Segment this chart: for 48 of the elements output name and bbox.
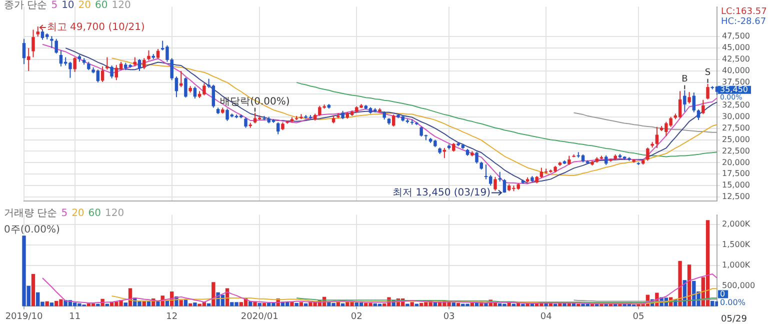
x-tick-label: 12 bbox=[166, 312, 178, 322]
annotation: 최고 49,700 (10/21) bbox=[46, 22, 145, 34]
annotation: B bbox=[682, 74, 688, 85]
y-tick-label: 15,000 bbox=[722, 180, 750, 190]
annotation: S bbox=[704, 68, 711, 78]
text: 60 bbox=[88, 208, 102, 219]
y-tick-label: 40,000 bbox=[722, 66, 750, 76]
x-tick-label: 2020/01 bbox=[240, 312, 278, 322]
text: 20 bbox=[72, 208, 84, 219]
legend-title: 종가 단순 bbox=[4, 0, 48, 11]
x-tick-label: 02 bbox=[350, 312, 362, 322]
text: 120 bbox=[112, 0, 131, 11]
legend-title: 거래량 단순 bbox=[4, 208, 58, 219]
text: 5 bbox=[51, 0, 58, 11]
y-tick-label: 30,000 bbox=[722, 112, 750, 121]
text: 0.00% bbox=[720, 298, 746, 307]
text: 0 bbox=[720, 289, 726, 298]
y-tick-label: 500,000 bbox=[722, 280, 756, 290]
y-tick-label: 27,500 bbox=[722, 123, 750, 132]
y-tick-label: 20,000 bbox=[722, 158, 750, 167]
text: LC:163.57 bbox=[721, 7, 767, 18]
y-tick-label: 22,500 bbox=[722, 146, 750, 156]
annotation: 0주(0.00%) bbox=[4, 224, 60, 236]
y-tick-label: 25,000 bbox=[722, 134, 750, 144]
y-tick-label: 37,500 bbox=[722, 78, 750, 87]
x-tick-label: 04 bbox=[540, 312, 552, 322]
text: 20 bbox=[78, 0, 92, 11]
x-tick-label: 2019/10 bbox=[5, 312, 43, 322]
x-tick-label: 03 bbox=[443, 312, 455, 322]
text: HC:-28.67 bbox=[721, 17, 766, 28]
text: 10 bbox=[62, 0, 74, 11]
y-tick-label: 42,500 bbox=[722, 54, 750, 64]
y-tick-label: 17,500 bbox=[722, 169, 750, 178]
x-tick-label: 05 bbox=[632, 312, 644, 322]
y-tick-label: 1,000K bbox=[722, 260, 751, 270]
y-tick-label: 1,500K bbox=[722, 240, 751, 250]
text: 35,450 bbox=[720, 84, 748, 94]
y-tick-label: 32,500 bbox=[722, 100, 750, 110]
y-tick-label: 2,000K bbox=[722, 220, 751, 229]
y-tick-label: 45,000 bbox=[722, 43, 750, 52]
y-tick-label: 12,500 bbox=[722, 192, 750, 202]
text: 5 bbox=[61, 208, 68, 219]
x-tick-label: 11 bbox=[69, 312, 81, 322]
text: 05/29 bbox=[721, 314, 748, 324]
y-tick-label: 47,500 bbox=[722, 32, 750, 41]
text: 60 bbox=[95, 0, 108, 11]
annotation: 최저 13,450 (03/19) bbox=[392, 187, 491, 198]
text: 120 bbox=[105, 208, 124, 219]
